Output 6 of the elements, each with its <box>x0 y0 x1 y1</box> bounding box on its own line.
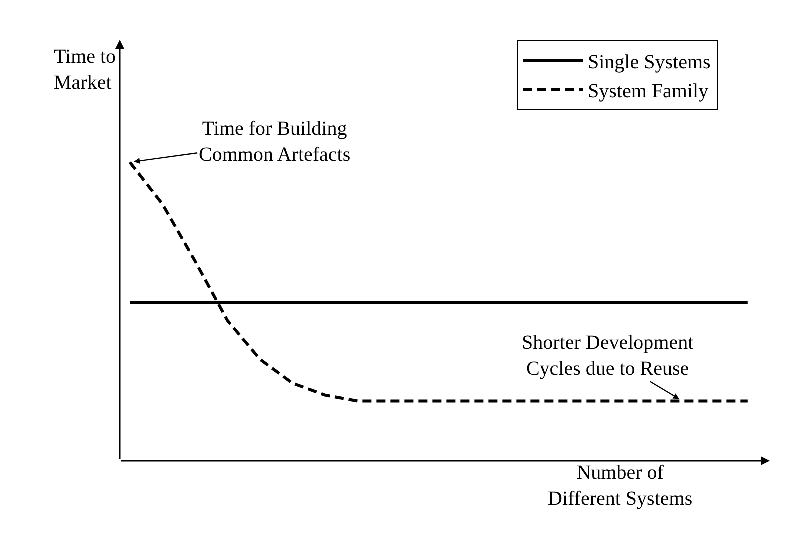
x-axis-title: Number of Different Systems <box>548 462 693 510</box>
annotation: Shorter Development Cycles due to Reuse <box>522 332 694 380</box>
legend-label: Single Systems <box>588 51 712 74</box>
y-axis-title: Time to Market <box>54 46 116 94</box>
annotation: Time for Building Common Artefacts <box>199 118 351 166</box>
legend-label: System Family <box>588 80 709 102</box>
